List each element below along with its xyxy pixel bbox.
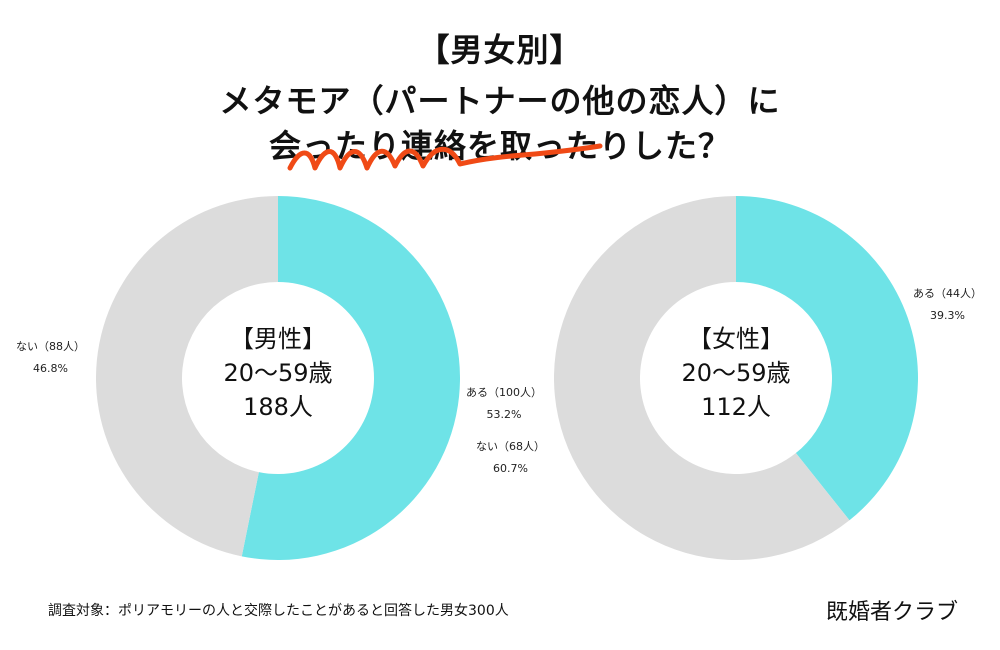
female-no-label-percent: 60.7%: [493, 462, 528, 475]
scribble-underline: [287, 143, 603, 171]
male-yes-label-percent: 53.2%: [486, 408, 522, 421]
female-yes-slice: [736, 196, 919, 521]
male-no-label-text: ない（88人）: [16, 340, 85, 353]
male-no-slice: [96, 196, 279, 557]
male-center-age: 20〜59歳: [223, 359, 333, 387]
male-center-count: 188人: [243, 393, 313, 421]
female-no-label-text: ない（68人）: [476, 440, 545, 453]
female-no-label: ない（68人） 60.7%: [476, 436, 545, 480]
female-yes-label-text: ある（44人）: [913, 287, 982, 300]
survey-footnote: 調査対象：ポリアモリーの人と交際したことがあると回答した男女300人: [48, 603, 509, 619]
female-center-count: 112人: [701, 393, 771, 421]
female-yes-label-percent: 39.3%: [930, 309, 965, 322]
male-yes-label-text: ある（100人）: [466, 386, 542, 399]
male-center-title: 【男性】: [230, 325, 326, 353]
female-yes-label: ある（44人） 39.3%: [913, 283, 982, 327]
male-center-label: 【男性】 20〜59歳 188人: [178, 322, 378, 424]
brand-name: 既婚者クラブ: [825, 600, 958, 625]
female-center-age: 20〜59歳: [681, 359, 791, 387]
female-no-slice: [554, 196, 850, 560]
female-center-title: 【女性】: [688, 325, 784, 353]
male-yes-label: ある（100人） 53.2%: [466, 382, 542, 426]
female-center-label: 【女性】 20〜59歳 112人: [636, 322, 836, 424]
male-yes-slice: [241, 196, 461, 561]
male-no-label: ない（88人） 46.8%: [16, 336, 85, 380]
male-no-label-percent: 46.8%: [33, 362, 68, 375]
chart-title-line2: メタモア（パートナーの他の恋人）に: [219, 82, 781, 120]
chart-title-line1: 【男女別】: [417, 31, 583, 69]
